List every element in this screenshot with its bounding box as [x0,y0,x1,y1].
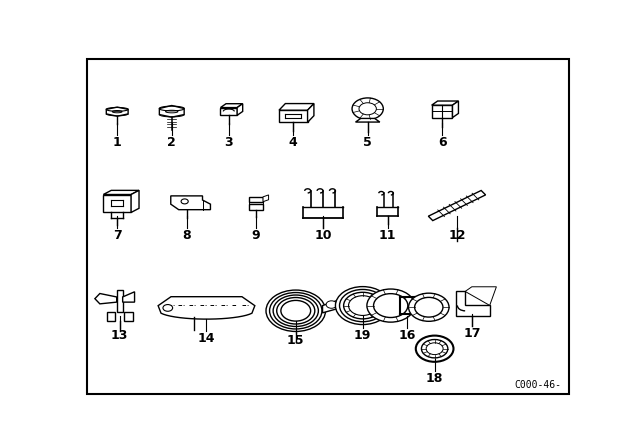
Polygon shape [95,293,116,304]
Circle shape [163,305,173,311]
Circle shape [326,301,337,308]
Text: 14: 14 [198,332,215,345]
Text: 4: 4 [289,136,298,149]
Circle shape [426,343,443,355]
Polygon shape [279,103,314,110]
Polygon shape [279,110,308,122]
Circle shape [349,296,377,315]
Polygon shape [123,292,134,302]
Circle shape [273,295,318,327]
Text: 7: 7 [113,229,122,242]
Text: 8: 8 [182,229,191,242]
Polygon shape [249,197,263,202]
Text: 15: 15 [287,334,305,347]
Text: 3: 3 [225,136,233,149]
Text: 13: 13 [111,329,129,342]
Polygon shape [323,301,337,313]
Polygon shape [171,196,211,210]
Text: 2: 2 [168,136,176,149]
Circle shape [374,293,408,318]
Polygon shape [103,194,131,212]
Text: 9: 9 [252,229,260,242]
Polygon shape [308,103,314,122]
Text: 10: 10 [314,229,332,242]
Polygon shape [456,292,490,316]
Circle shape [269,293,322,329]
Text: C000-46-: C000-46- [514,380,561,390]
Text: 12: 12 [448,229,466,242]
Circle shape [266,290,326,332]
Text: 19: 19 [354,329,371,342]
Text: 1: 1 [113,136,122,149]
Circle shape [276,297,315,324]
Circle shape [422,340,448,358]
Polygon shape [159,106,184,117]
Text: 11: 11 [379,229,396,242]
Polygon shape [465,287,497,306]
Circle shape [415,297,443,317]
Polygon shape [116,290,123,313]
Text: 18: 18 [426,372,444,385]
Polygon shape [428,190,486,220]
Polygon shape [106,107,128,116]
Text: 17: 17 [463,327,481,340]
Polygon shape [263,195,269,202]
Circle shape [352,98,383,120]
Circle shape [281,301,310,321]
Polygon shape [431,105,452,117]
Polygon shape [237,103,243,115]
Polygon shape [124,313,133,321]
Polygon shape [158,297,255,319]
Circle shape [416,336,454,362]
Polygon shape [356,118,380,122]
Circle shape [408,293,449,321]
Polygon shape [249,203,263,211]
Circle shape [181,199,188,204]
Polygon shape [103,190,139,194]
Polygon shape [106,313,115,321]
Circle shape [340,289,386,322]
Text: 16: 16 [399,329,416,342]
Text: 5: 5 [364,136,372,149]
Circle shape [335,287,390,324]
Polygon shape [452,101,458,117]
Circle shape [367,289,415,322]
Polygon shape [431,101,458,105]
Circle shape [359,103,376,115]
Polygon shape [131,190,139,212]
Text: 6: 6 [438,136,446,149]
Polygon shape [220,108,237,115]
Polygon shape [220,103,243,108]
Circle shape [344,292,382,319]
